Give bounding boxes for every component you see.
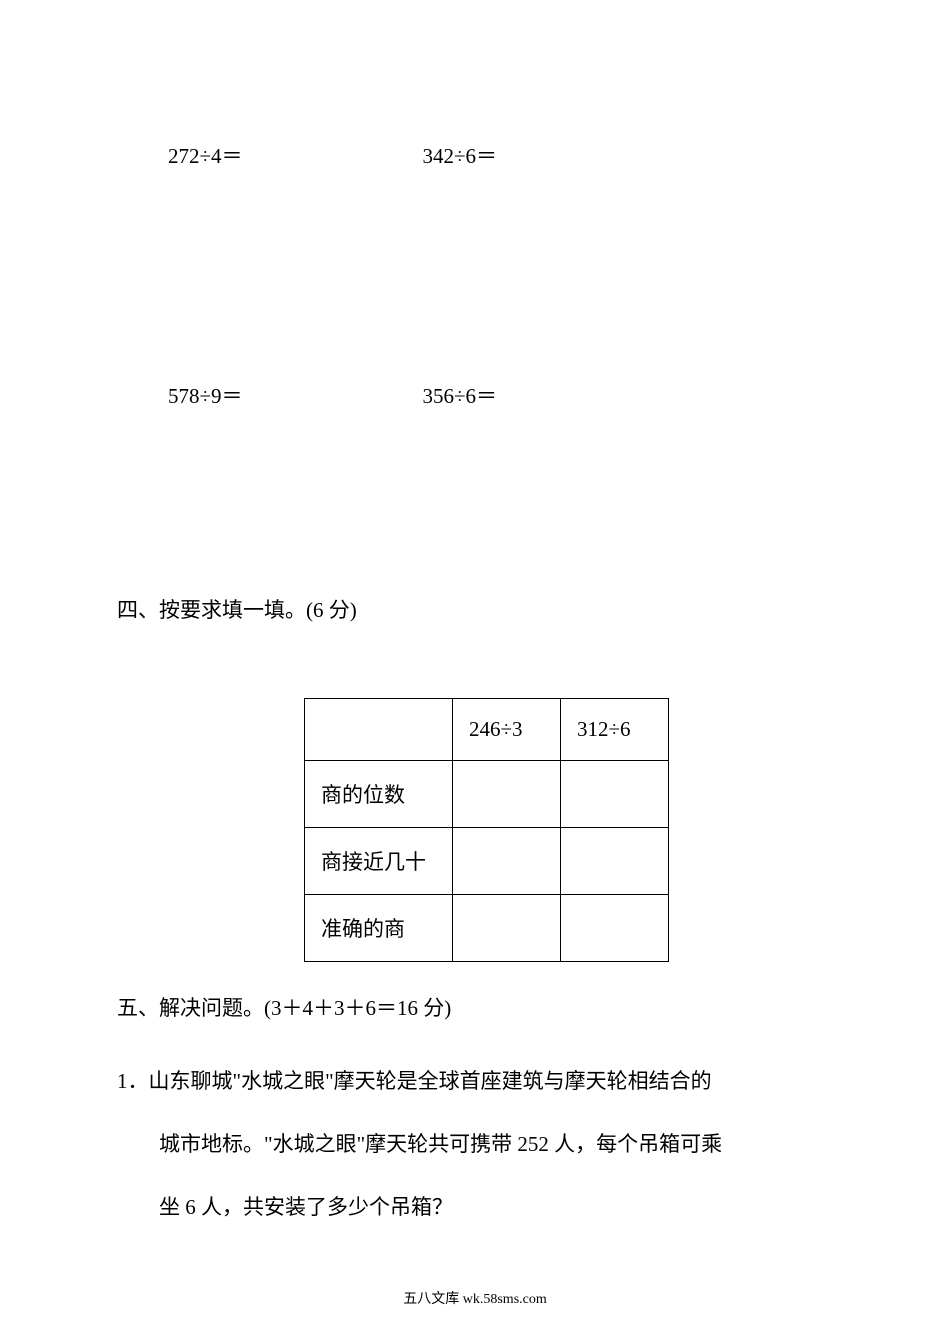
table-header-row: 246÷3 312÷6 (305, 699, 669, 761)
cell-value (561, 828, 669, 895)
header-cell-empty (305, 699, 453, 761)
quotient-table: 246÷3 312÷6 商的位数 商接近几十 准确的商 (304, 698, 669, 962)
cell-value (561, 761, 669, 828)
cell-value (453, 828, 561, 895)
cell-value (561, 895, 669, 962)
question-1-line1: 1．山东聊城"水城之眼"摩天轮是全球首座建筑与摩天轮相结合的 (117, 1050, 833, 1113)
section-five-heading: 五、解决问题。(3＋4＋3＋6＝16 分) (117, 992, 451, 1022)
question-1-line3: 坐 6 人，共安装了多少个吊箱？ (117, 1176, 833, 1239)
table-row: 商的位数 (305, 761, 669, 828)
table-row: 准确的商 (305, 895, 669, 962)
header-cell-expr1: 246÷3 (453, 699, 561, 761)
cell-value (453, 761, 561, 828)
cell-value (453, 895, 561, 962)
equation-2-right: 356÷6＝ (423, 380, 498, 410)
table-row: 商接近几十 (305, 828, 669, 895)
equations-row-2: 578÷9＝ 356÷6＝ (0, 380, 497, 410)
equation-1-right: 342÷6＝ (423, 140, 498, 170)
table-container: 246÷3 312÷6 商的位数 商接近几十 准确的商 (304, 698, 669, 962)
row-label: 准确的商 (305, 895, 453, 962)
section-four-heading: 四、按要求填一填。(6 分) (117, 594, 357, 624)
footer-text: 五八文库 wk.58sms.com (0, 1288, 950, 1308)
equations-row-1: 272÷4＝ 342÷6＝ (0, 140, 497, 170)
question-1: 1．山东聊城"水城之眼"摩天轮是全球首座建筑与摩天轮相结合的 城市地标。"水城之… (117, 1050, 833, 1239)
equation-2-left: 578÷9＝ (168, 380, 243, 410)
row-label: 商的位数 (305, 761, 453, 828)
row-label: 商接近几十 (305, 828, 453, 895)
header-cell-expr2: 312÷6 (561, 699, 669, 761)
question-1-line2: 城市地标。"水城之眼"摩天轮共可携带 252 人，每个吊箱可乘 (117, 1113, 833, 1176)
equation-1-left: 272÷4＝ (168, 140, 243, 170)
